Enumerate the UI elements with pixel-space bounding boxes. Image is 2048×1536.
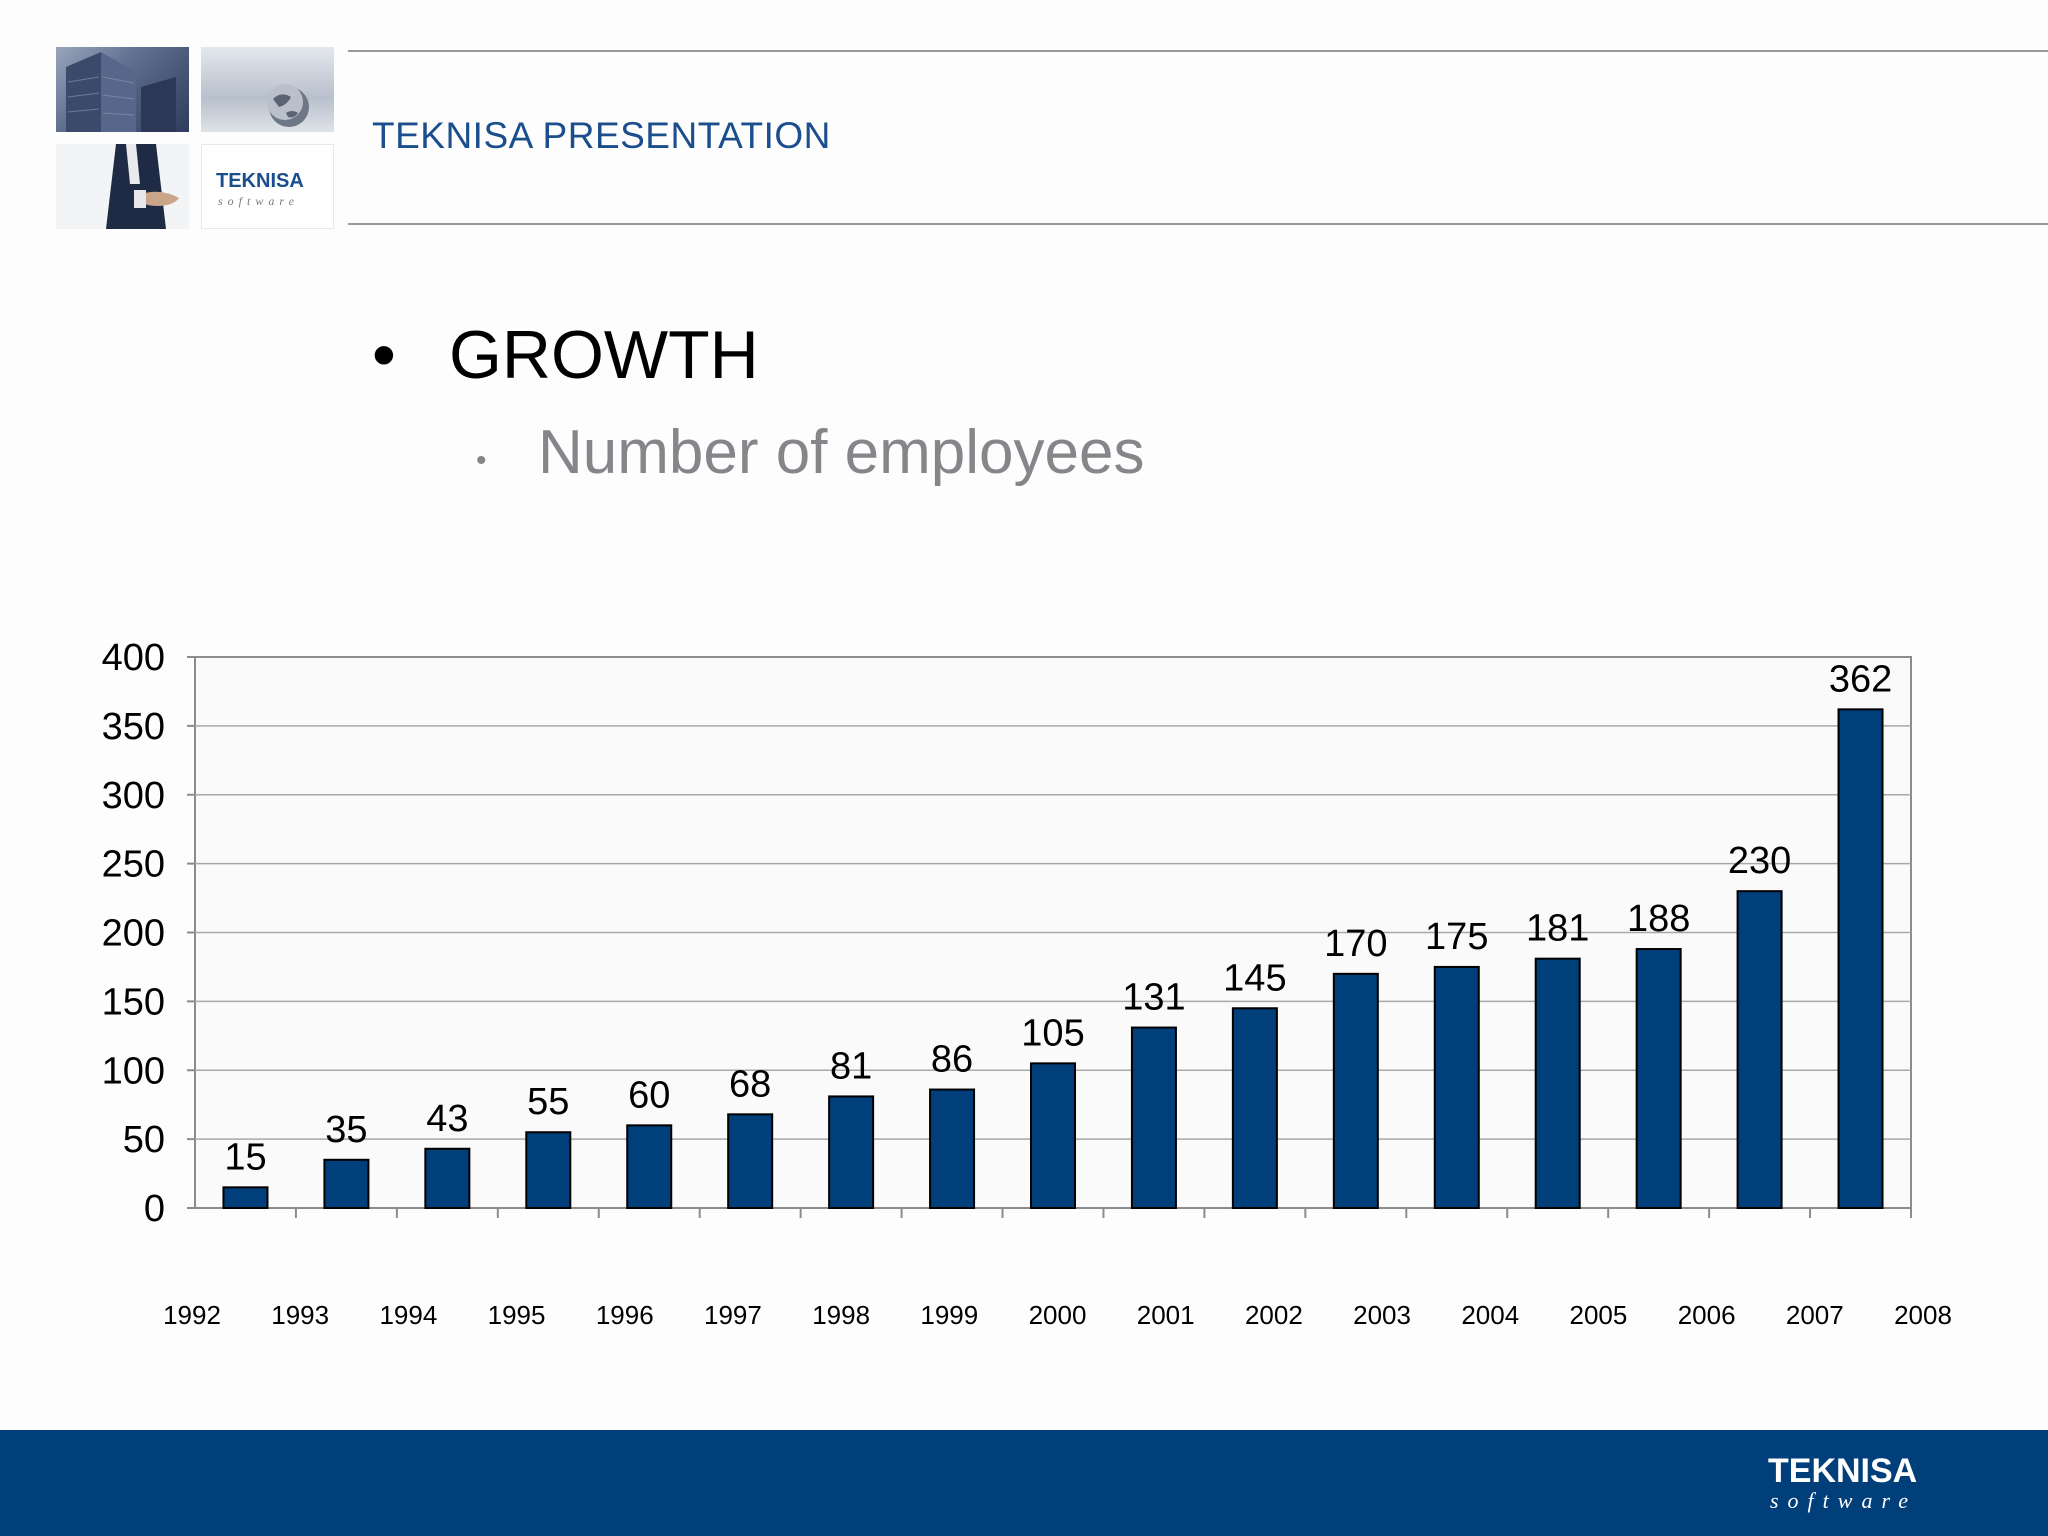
bar (1736, 890, 1783, 1209)
y-tick-label: 300 (102, 775, 165, 817)
x-tick-label: 2000 (1029, 1300, 1087, 1330)
bar (323, 1158, 370, 1209)
sub-bullet-marker: • (476, 444, 487, 477)
footer-logo-wordmark: TEKNISA (1768, 1452, 1917, 1490)
x-tick-label: 2005 (1570, 1300, 1628, 1330)
bar (1332, 972, 1379, 1210)
data-label: 170 (1324, 923, 1387, 965)
data-label: 131 (1122, 977, 1185, 1019)
header-bottom-rule (348, 223, 2048, 225)
y-tick-label: 150 (102, 981, 165, 1023)
bar (1231, 1007, 1278, 1210)
bar (1130, 1026, 1177, 1209)
x-tick-label: 1992 (163, 1300, 221, 1330)
bar (1837, 708, 1884, 1209)
x-tick-label: 1998 (812, 1300, 870, 1330)
data-label: 55 (527, 1081, 569, 1123)
footer-band (0, 1430, 2048, 1536)
bar (222, 1186, 269, 1210)
tile-logo-wordmark: TEKNISA (216, 170, 304, 192)
bar (727, 1113, 774, 1209)
x-tick-label: 1996 (596, 1300, 654, 1330)
y-tick-label: 100 (102, 1050, 165, 1092)
header-logo: TEKNISA software (56, 47, 334, 229)
y-tick-label: 200 (102, 913, 165, 955)
x-tick-label: 2007 (1786, 1300, 1844, 1330)
x-tick-label: 2001 (1137, 1300, 1195, 1330)
bar (626, 1124, 673, 1210)
employees-bar-chart: 0 50 100 150 200 250 300 350 400 15 35 43 55 60 68 81 86… (102, 637, 1952, 1330)
bar (828, 1095, 875, 1209)
handshake-image (56, 144, 189, 229)
data-label: 35 (325, 1109, 367, 1151)
data-label: 68 (729, 1063, 771, 1105)
sub-bullet-employees: Number of employees (538, 418, 1145, 487)
data-label: 188 (1627, 898, 1690, 940)
y-tick-label: 350 (102, 706, 165, 748)
data-label: 15 (224, 1136, 266, 1178)
bullet-growth: GROWTH (449, 317, 759, 393)
bar (929, 1088, 976, 1209)
data-label: 145 (1223, 957, 1286, 999)
page-title: TEKNISA PRESENTATION (372, 115, 831, 156)
x-tick-label: 1995 (488, 1300, 546, 1330)
data-label: 60 (628, 1074, 670, 1116)
bar (1030, 1062, 1076, 1209)
data-label: 362 (1829, 658, 1892, 700)
x-tick-label: 2004 (1461, 1300, 1519, 1330)
bar (1534, 957, 1581, 1209)
y-tick-label: 400 (102, 637, 165, 679)
data-label: 43 (426, 1098, 468, 1140)
bar (1635, 948, 1682, 1209)
bar (525, 1131, 572, 1209)
data-label: 81 (830, 1045, 872, 1087)
footer-logo: TEKNISA software (1768, 1452, 1917, 1513)
header-top-rule (348, 50, 2048, 52)
globe-image (201, 47, 334, 132)
footer-logo-tagline: software (1770, 1488, 1917, 1513)
y-tick-label: 0 (144, 1188, 165, 1230)
data-label: 105 (1021, 1012, 1084, 1054)
x-tick-label: 2002 (1245, 1300, 1303, 1330)
x-tick-label: 1994 (379, 1300, 437, 1330)
x-tick-label: 1993 (271, 1300, 329, 1330)
bullet-marker: • (372, 317, 396, 393)
data-label: 86 (931, 1039, 973, 1081)
x-tick-label: 1997 (704, 1300, 762, 1330)
data-label: 175 (1425, 916, 1488, 958)
teknisa-logo-tile: TEKNISA software (201, 144, 334, 229)
y-tick-label: 50 (123, 1119, 165, 1161)
bar (1433, 965, 1480, 1209)
x-tick-label: 2006 (1678, 1300, 1736, 1330)
x-tick-label: 2008 (1894, 1300, 1952, 1330)
x-tick-label: 2003 (1353, 1300, 1411, 1330)
y-tick-label: 250 (102, 844, 165, 886)
tile-logo-tagline: software (218, 194, 299, 208)
data-label: 230 (1728, 840, 1791, 882)
buildings-image (56, 47, 189, 132)
x-tick-label: 1999 (920, 1300, 978, 1330)
data-label: 181 (1526, 908, 1589, 950)
bar (424, 1147, 471, 1210)
